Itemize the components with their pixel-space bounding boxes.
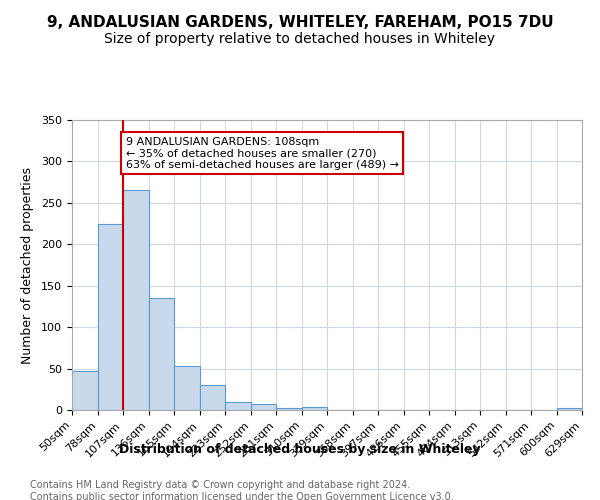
Bar	[149, 298, 174, 410]
Text: Contains HM Land Registry data © Crown copyright and database right 2024.
Contai: Contains HM Land Registry data © Crown c…	[30, 480, 454, 500]
Bar	[225, 402, 251, 410]
Text: Distribution of detached houses by size in Whiteley: Distribution of detached houses by size …	[119, 442, 481, 456]
Bar	[72, 371, 97, 410]
Bar	[302, 406, 327, 410]
Text: 9, ANDALUSIAN GARDENS, WHITELEY, FAREHAM, PO15 7DU: 9, ANDALUSIAN GARDENS, WHITELEY, FAREHAM…	[47, 15, 553, 30]
Bar	[557, 408, 582, 410]
Text: Size of property relative to detached houses in Whiteley: Size of property relative to detached ho…	[104, 32, 496, 46]
Bar	[276, 408, 302, 410]
Bar	[123, 190, 149, 410]
Bar	[174, 366, 199, 410]
Bar	[97, 224, 123, 410]
Y-axis label: Number of detached properties: Number of detached properties	[21, 166, 34, 364]
Text: 9 ANDALUSIAN GARDENS: 108sqm
← 35% of detached houses are smaller (270)
63% of s: 9 ANDALUSIAN GARDENS: 108sqm ← 35% of de…	[125, 136, 398, 170]
Bar	[251, 404, 276, 410]
Bar	[199, 385, 225, 410]
